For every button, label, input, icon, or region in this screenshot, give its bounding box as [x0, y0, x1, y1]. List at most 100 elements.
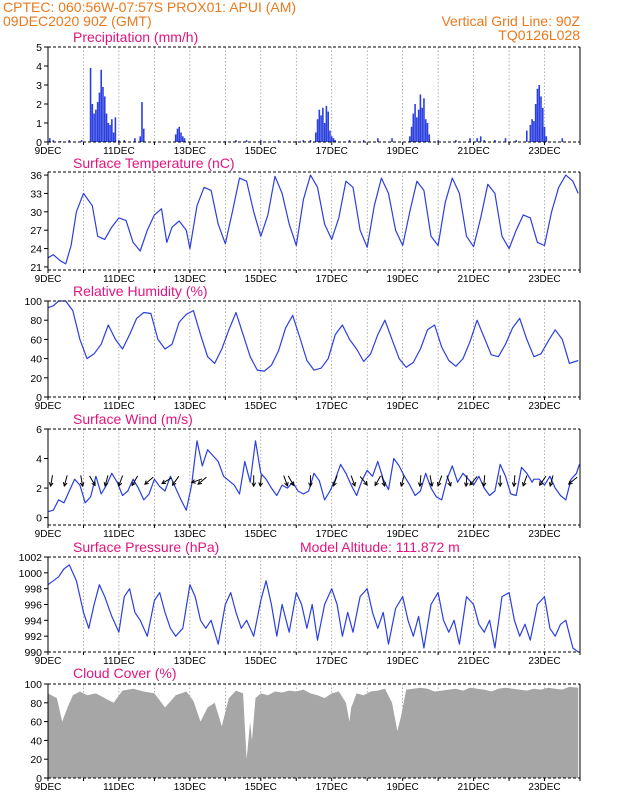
wind-arrow-head	[103, 481, 109, 488]
wind-arrow	[197, 476, 207, 485]
cloud-cover-area	[48, 686, 579, 778]
wind-arrow-head	[548, 481, 554, 488]
header-right-line1: Vertical Grid Line: 90Z	[441, 13, 580, 29]
wind-panel: 0 2 4 6 9DEC 11DEC 13DEC 15DEC 17DEC 19DEC 21DEC 23…	[35, 424, 581, 540]
precip-bar	[314, 132, 317, 142]
cloud-x-tick-label: 17DEC	[316, 782, 348, 793]
cloud-y-tick-label: 100	[24, 679, 42, 691]
precip-bar	[408, 136, 411, 142]
cloud-x-tick-label: 11DEC	[103, 782, 135, 793]
wind-x-tick-label: 21DEC	[457, 529, 489, 540]
precip-panel: 0 1 2 3 4 5 9DEC 11DEC 13DEC 15DEC 17DEC 19DEC 21DEC…	[35, 42, 581, 157]
precip-bar	[102, 86, 104, 142]
wind-arrow-head	[190, 479, 196, 484]
precip-bar	[330, 136, 333, 142]
precip-bar	[329, 130, 331, 142]
wind-arrow	[539, 475, 547, 487]
wind-arrow-head	[290, 481, 295, 487]
wind-y-tick-label: 4	[36, 454, 42, 466]
precip-bar	[545, 136, 548, 142]
wind-arrow	[190, 478, 203, 484]
rh-y-tick-label: 20	[30, 373, 42, 385]
precip-bar	[414, 104, 416, 142]
header-left-line2: 09DEC2020 90Z (GMT)	[3, 13, 152, 29]
wind-arrow	[567, 476, 578, 485]
precip-bar	[80, 140, 83, 142]
precip-bar	[428, 134, 431, 142]
precip-x-tick-label: 11DEC	[103, 146, 135, 157]
precip-bar	[540, 96, 542, 142]
wind-arrow-head	[62, 481, 68, 488]
precip-bar	[323, 123, 326, 142]
temperature-title: Surface Temperature (nC)	[73, 155, 235, 171]
precipitation-title: Precipitation (mm/h)	[73, 29, 198, 45]
precip-bar	[362, 140, 365, 142]
wind-arrow-head	[481, 482, 487, 488]
cloud-y-tick-label: 0	[36, 773, 42, 785]
wind-arrow-head	[351, 481, 356, 487]
wind-arrow-head	[197, 480, 203, 485]
precip-bar	[109, 124, 111, 142]
precip-y-tick-label: 0	[36, 137, 42, 149]
wind-arrow	[332, 475, 338, 487]
wind-arrow-shaft	[332, 475, 338, 487]
precip-bar	[334, 140, 337, 142]
wind-arrow-shaft	[359, 476, 368, 486]
wind-arrow-shaft	[568, 476, 578, 485]
precip-bar	[479, 136, 482, 142]
wind-arrow-shaft	[400, 475, 405, 487]
precip-bar	[423, 98, 425, 142]
precip-bar	[529, 124, 532, 142]
precip-bar	[504, 138, 507, 142]
precip-bar	[476, 138, 478, 142]
wind-arrow	[497, 475, 503, 488]
precip-bar	[139, 136, 142, 142]
wind-arrow-shaft	[437, 475, 443, 487]
precip-y-tick-label: 4	[36, 61, 42, 73]
wind-arrow-head	[144, 480, 149, 485]
wind-arrow-shaft	[287, 475, 295, 486]
pres-x-tick-label: 15DEC	[245, 656, 277, 667]
pres-x-tick-label: 21DEC	[457, 656, 489, 667]
precip-bar	[515, 140, 517, 142]
wind-arrow-head	[447, 481, 452, 487]
humidity-title: Relative Humidity (%)	[73, 283, 208, 299]
precip-x-tick-label: 23DEC	[528, 146, 560, 157]
precip-y-tick-label: 5	[36, 42, 42, 54]
pres-y-tick-label: 998	[24, 584, 42, 596]
precip-bar	[327, 111, 329, 142]
rh-x-tick-label: 11DEC	[103, 401, 135, 412]
wind-arrow-shaft	[161, 477, 172, 484]
precip-bar	[295, 141, 298, 142]
precip-bar	[176, 128, 179, 142]
wind-arrow	[251, 475, 257, 488]
precip-y-tick-label: 2	[36, 99, 42, 111]
wind-arrow-shaft	[104, 475, 109, 487]
precip-bar	[531, 119, 533, 142]
precip-bar	[89, 67, 92, 142]
wind-arrow-shaft	[469, 476, 478, 486]
rh-y-tick-label: 60	[30, 334, 42, 346]
precip-bar	[494, 140, 496, 142]
pres-y-tick-label: 1002	[19, 552, 43, 564]
pres-panel: 990 992 994 996 998 1000 1002 9DEC 11DEC 13DEC 15D…	[19, 552, 581, 667]
precip-bar	[424, 119, 427, 142]
wind-arrow-head	[399, 481, 405, 488]
wind-arrow-shaft	[259, 475, 262, 487]
wind-arrow-head	[567, 480, 573, 485]
temp-x-tick-label: 11DEC	[103, 274, 135, 285]
wind-arrow-head	[463, 482, 469, 488]
precip-bar	[320, 115, 322, 142]
wind-arrow	[144, 476, 154, 485]
cloud-x-tick-label: 21DEC	[457, 782, 489, 793]
precip-x-tick-label: 15DEC	[245, 146, 277, 157]
precip-y-tick-label: 3	[36, 80, 42, 92]
wind-arrow-shaft	[63, 475, 68, 487]
wind-arrow-head	[522, 481, 527, 487]
wind-arrow-head	[308, 482, 313, 488]
temp-series-line	[47, 174, 579, 265]
wind-arrow	[522, 475, 528, 487]
precip-bar	[174, 134, 177, 142]
wind-arrow-shaft	[549, 475, 554, 487]
